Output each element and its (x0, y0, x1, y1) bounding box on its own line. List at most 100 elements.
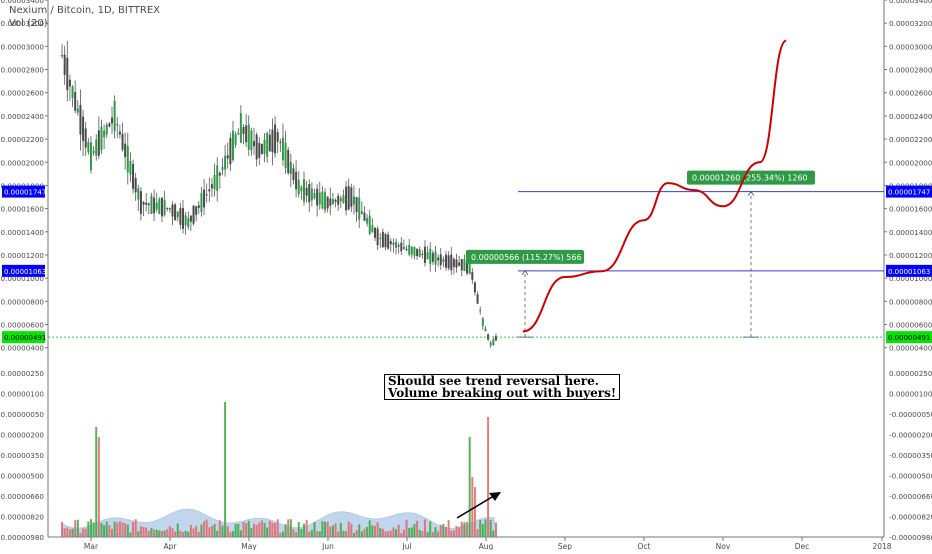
volume-bar (400, 532, 403, 537)
candle-body (274, 124, 277, 154)
candle-body (352, 196, 355, 205)
candle-body (308, 183, 311, 203)
volume-bar (84, 528, 87, 537)
candle-body (139, 191, 142, 214)
volume-bar (292, 529, 295, 537)
candle-body (203, 189, 206, 208)
volume-bar (92, 522, 95, 537)
candle-body (297, 179, 300, 195)
candle-body (163, 200, 166, 215)
price-tick-label: 0.00000800 (1, 297, 45, 306)
candle-body (226, 155, 229, 159)
price-tick-label: 0.00001200 (889, 251, 932, 260)
candle-body (439, 254, 442, 266)
volume-bar (405, 519, 408, 537)
volume-bar (455, 525, 458, 537)
volume-bar (437, 531, 440, 537)
volume-bar (155, 529, 158, 537)
volume-tick-label: -0.00000050 (889, 410, 932, 419)
candle-body (387, 234, 390, 249)
volume-bar (208, 527, 211, 537)
candle-body (168, 208, 171, 210)
candle-body (245, 125, 248, 143)
x-tick-label: May (241, 542, 257, 550)
volume-bar (216, 530, 219, 537)
volume-tick-label: -0.00000500 (0, 472, 44, 481)
volume-bar (334, 523, 337, 537)
level-label-right-bg (886, 185, 932, 198)
candle-body (92, 150, 95, 154)
candle-body (316, 188, 319, 206)
candle-body (82, 116, 85, 141)
candle-body (105, 124, 108, 135)
volume-bar (387, 531, 390, 537)
candle-body (331, 198, 334, 205)
volume-bar (350, 523, 353, 537)
volume-bar (492, 530, 495, 537)
candle-body (437, 257, 440, 261)
candle-body (337, 195, 340, 205)
volume-tick-label: -0.00000050 (0, 410, 44, 419)
volume-bar (284, 524, 287, 537)
x-tick-label: Oct (638, 542, 651, 550)
price-tick-label: 0.00001400 (1, 228, 45, 237)
volume-tick-label: -0.00000820 (889, 513, 932, 522)
volume-bar (318, 531, 321, 537)
candle-body (329, 198, 332, 206)
candle-body (255, 134, 258, 160)
volume-bar (368, 520, 371, 537)
candle-body (66, 57, 69, 91)
price-tick-label: 0.00001000 (889, 274, 932, 283)
volume-bar (108, 525, 111, 537)
volume-bar (111, 528, 114, 537)
candle-body (87, 142, 90, 153)
candle-body (468, 258, 471, 275)
projection-curve (522, 39, 787, 333)
candle-body (334, 200, 337, 202)
volume-tick-label: -0.00000980 (889, 533, 932, 542)
candle-body (247, 124, 250, 150)
volume-bar (366, 526, 369, 537)
candle-body (158, 199, 161, 214)
candle-body (216, 165, 219, 191)
volume-bar (158, 530, 161, 537)
volume-bar (121, 522, 124, 537)
candle-body (153, 197, 156, 214)
volume-bar (416, 520, 419, 537)
volume-bar (258, 522, 261, 537)
candle-body (134, 177, 137, 193)
left-price-ticks: 0.00003400 0.00003200 0.00003000 0.00002800… (1, 0, 48, 353)
volume-bar (71, 528, 74, 537)
volume-bar (358, 524, 361, 537)
level-label-left: 0.00001747 (4, 189, 46, 197)
candle-body (450, 254, 453, 271)
volume-tick-label: -0.00000820 (0, 513, 44, 522)
volume-bar (494, 522, 497, 537)
volume-bar (426, 531, 429, 537)
candle-body (74, 92, 77, 111)
candle-body (350, 187, 353, 207)
price-tick-label: 0.00000400 (1, 344, 45, 353)
candle-body (287, 150, 290, 174)
candle-body (197, 205, 200, 208)
volume-bar (389, 530, 392, 537)
candle-body (368, 215, 371, 234)
candle-body (295, 171, 298, 190)
volume-bar (326, 521, 329, 537)
volume-bar (229, 532, 232, 537)
volume-bar (266, 527, 269, 537)
price-tick-label: 0.00001400 (889, 228, 932, 237)
candle-body (421, 253, 424, 255)
price-tick-label: 0.00003000 (1, 42, 45, 51)
candle-body (271, 129, 274, 153)
volume-bar (132, 521, 135, 537)
volume-bar (197, 531, 200, 537)
volume-bar (413, 523, 416, 537)
volume-bar (89, 519, 92, 537)
volume-bar (329, 526, 332, 537)
volume-bar (295, 532, 298, 537)
volume-bar (268, 520, 271, 537)
volume-bar (103, 525, 106, 537)
